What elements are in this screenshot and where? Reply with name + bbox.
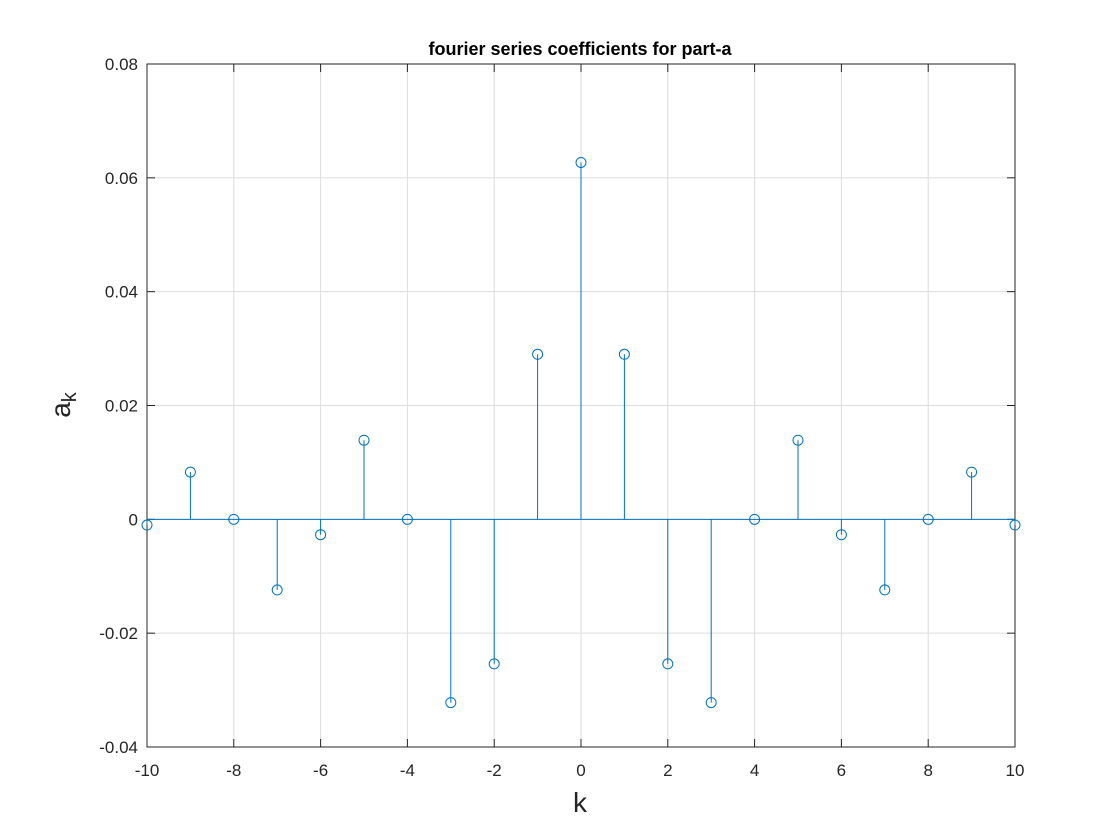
stem-marker [575, 156, 587, 168]
x-tick-label: 0 [576, 761, 585, 780]
stem-marker [835, 529, 847, 541]
y-tick-label: 0.04 [105, 283, 138, 302]
stem-marker [141, 519, 153, 531]
stem-marker [445, 697, 457, 709]
data-series [141, 156, 1021, 709]
stem-marker [315, 529, 327, 541]
stem-marker [184, 466, 196, 478]
x-tick-label: -10 [135, 761, 160, 780]
x-tick-label: -4 [400, 761, 415, 780]
x-tick-label: 10 [1006, 761, 1025, 780]
stem-marker [792, 434, 804, 446]
y-tick-label: 0.06 [105, 169, 138, 188]
stem-marker [879, 584, 891, 596]
stem-marker [358, 434, 370, 446]
x-tick-label: -8 [226, 761, 241, 780]
x-tick-label: 4 [750, 761, 759, 780]
x-tick-label: -2 [487, 761, 502, 780]
y-tick-label: -0.04 [99, 738, 138, 757]
y-tick-label: 0.08 [105, 55, 138, 74]
stem-marker [966, 466, 978, 478]
stem-marker [228, 513, 240, 525]
x-tick-label: -6 [313, 761, 328, 780]
y-axis-label-main: a [45, 402, 76, 418]
x-tick-label: 8 [923, 761, 932, 780]
stem-marker [749, 513, 761, 525]
y-tick-label: -0.02 [99, 624, 138, 643]
y-axis-label: ak [45, 391, 81, 418]
stem-marker [922, 513, 934, 525]
stem-marker [618, 348, 630, 360]
y-tick-label: 0 [129, 510, 138, 529]
stem-marker [1009, 519, 1021, 531]
stem-marker [271, 584, 283, 596]
y-tick-label: 0.02 [105, 397, 138, 416]
tick-labels: -10 -8 -6 -4 -2 0 2 4 6 8 10 -0.04 -0.02 0 0.02 0.04 0.0… [99, 55, 1024, 780]
x-axis-label: k [573, 787, 588, 818]
chart-title: fourier series coefficients for part-a [428, 39, 732, 59]
stem-marker [488, 658, 500, 670]
y-axis-label-subscript: k [59, 391, 81, 402]
x-tick-label: 2 [663, 761, 672, 780]
stem-marker [705, 697, 717, 709]
stem-marker [401, 513, 413, 525]
stem-marker [532, 348, 544, 360]
x-tick-label: 6 [837, 761, 846, 780]
stem-marker [662, 658, 674, 670]
